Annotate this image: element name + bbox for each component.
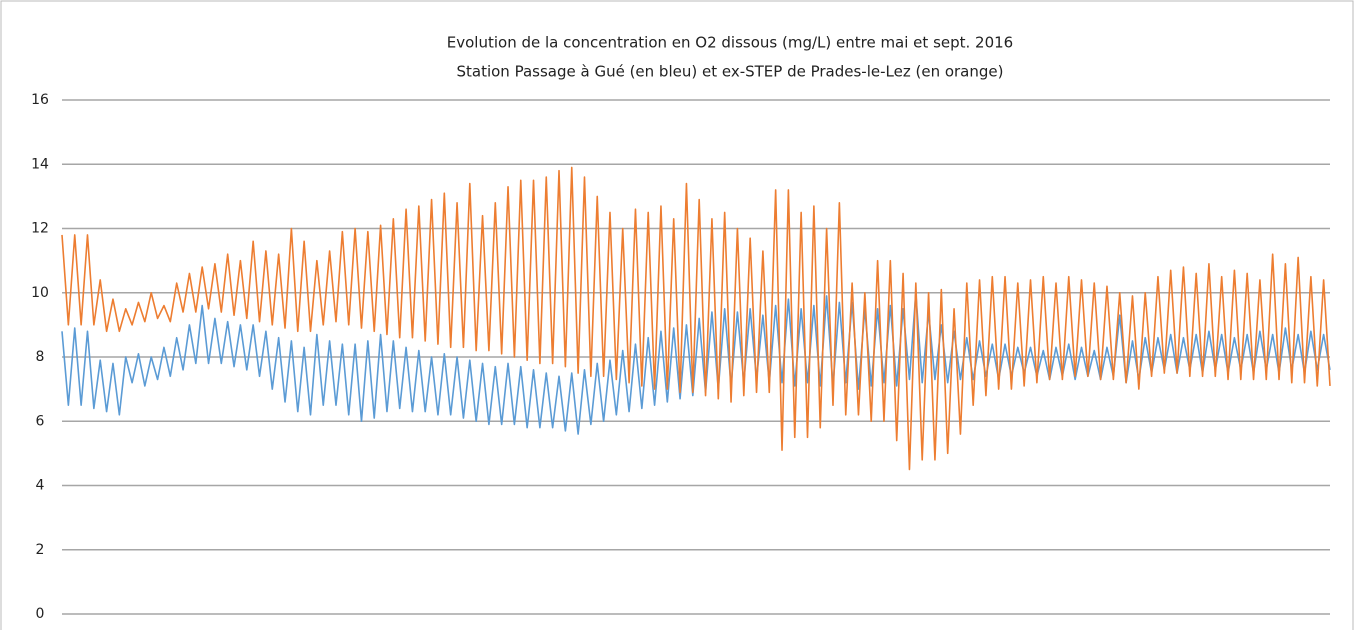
chart-subtitle: Station Passage à Gué (en bleu) et ex-ST…: [456, 63, 1003, 81]
data-line: [61, 166, 1331, 471]
y-tick-label: 10: [31, 285, 49, 301]
y-tick-label: 4: [36, 478, 45, 494]
y-tick-label: 6: [36, 413, 45, 429]
chart-title: Evolution de la concentration en O2 diss…: [447, 34, 1013, 52]
y-tick-label: 2: [36, 542, 45, 558]
y-tick-label: 16: [31, 92, 49, 108]
y-tick-label: 0: [36, 606, 45, 622]
y-tick-label: 8: [36, 349, 45, 365]
data-line: [61, 291, 1331, 435]
y-tick-label: 14: [31, 156, 49, 172]
y-tick-label: 12: [31, 221, 49, 237]
